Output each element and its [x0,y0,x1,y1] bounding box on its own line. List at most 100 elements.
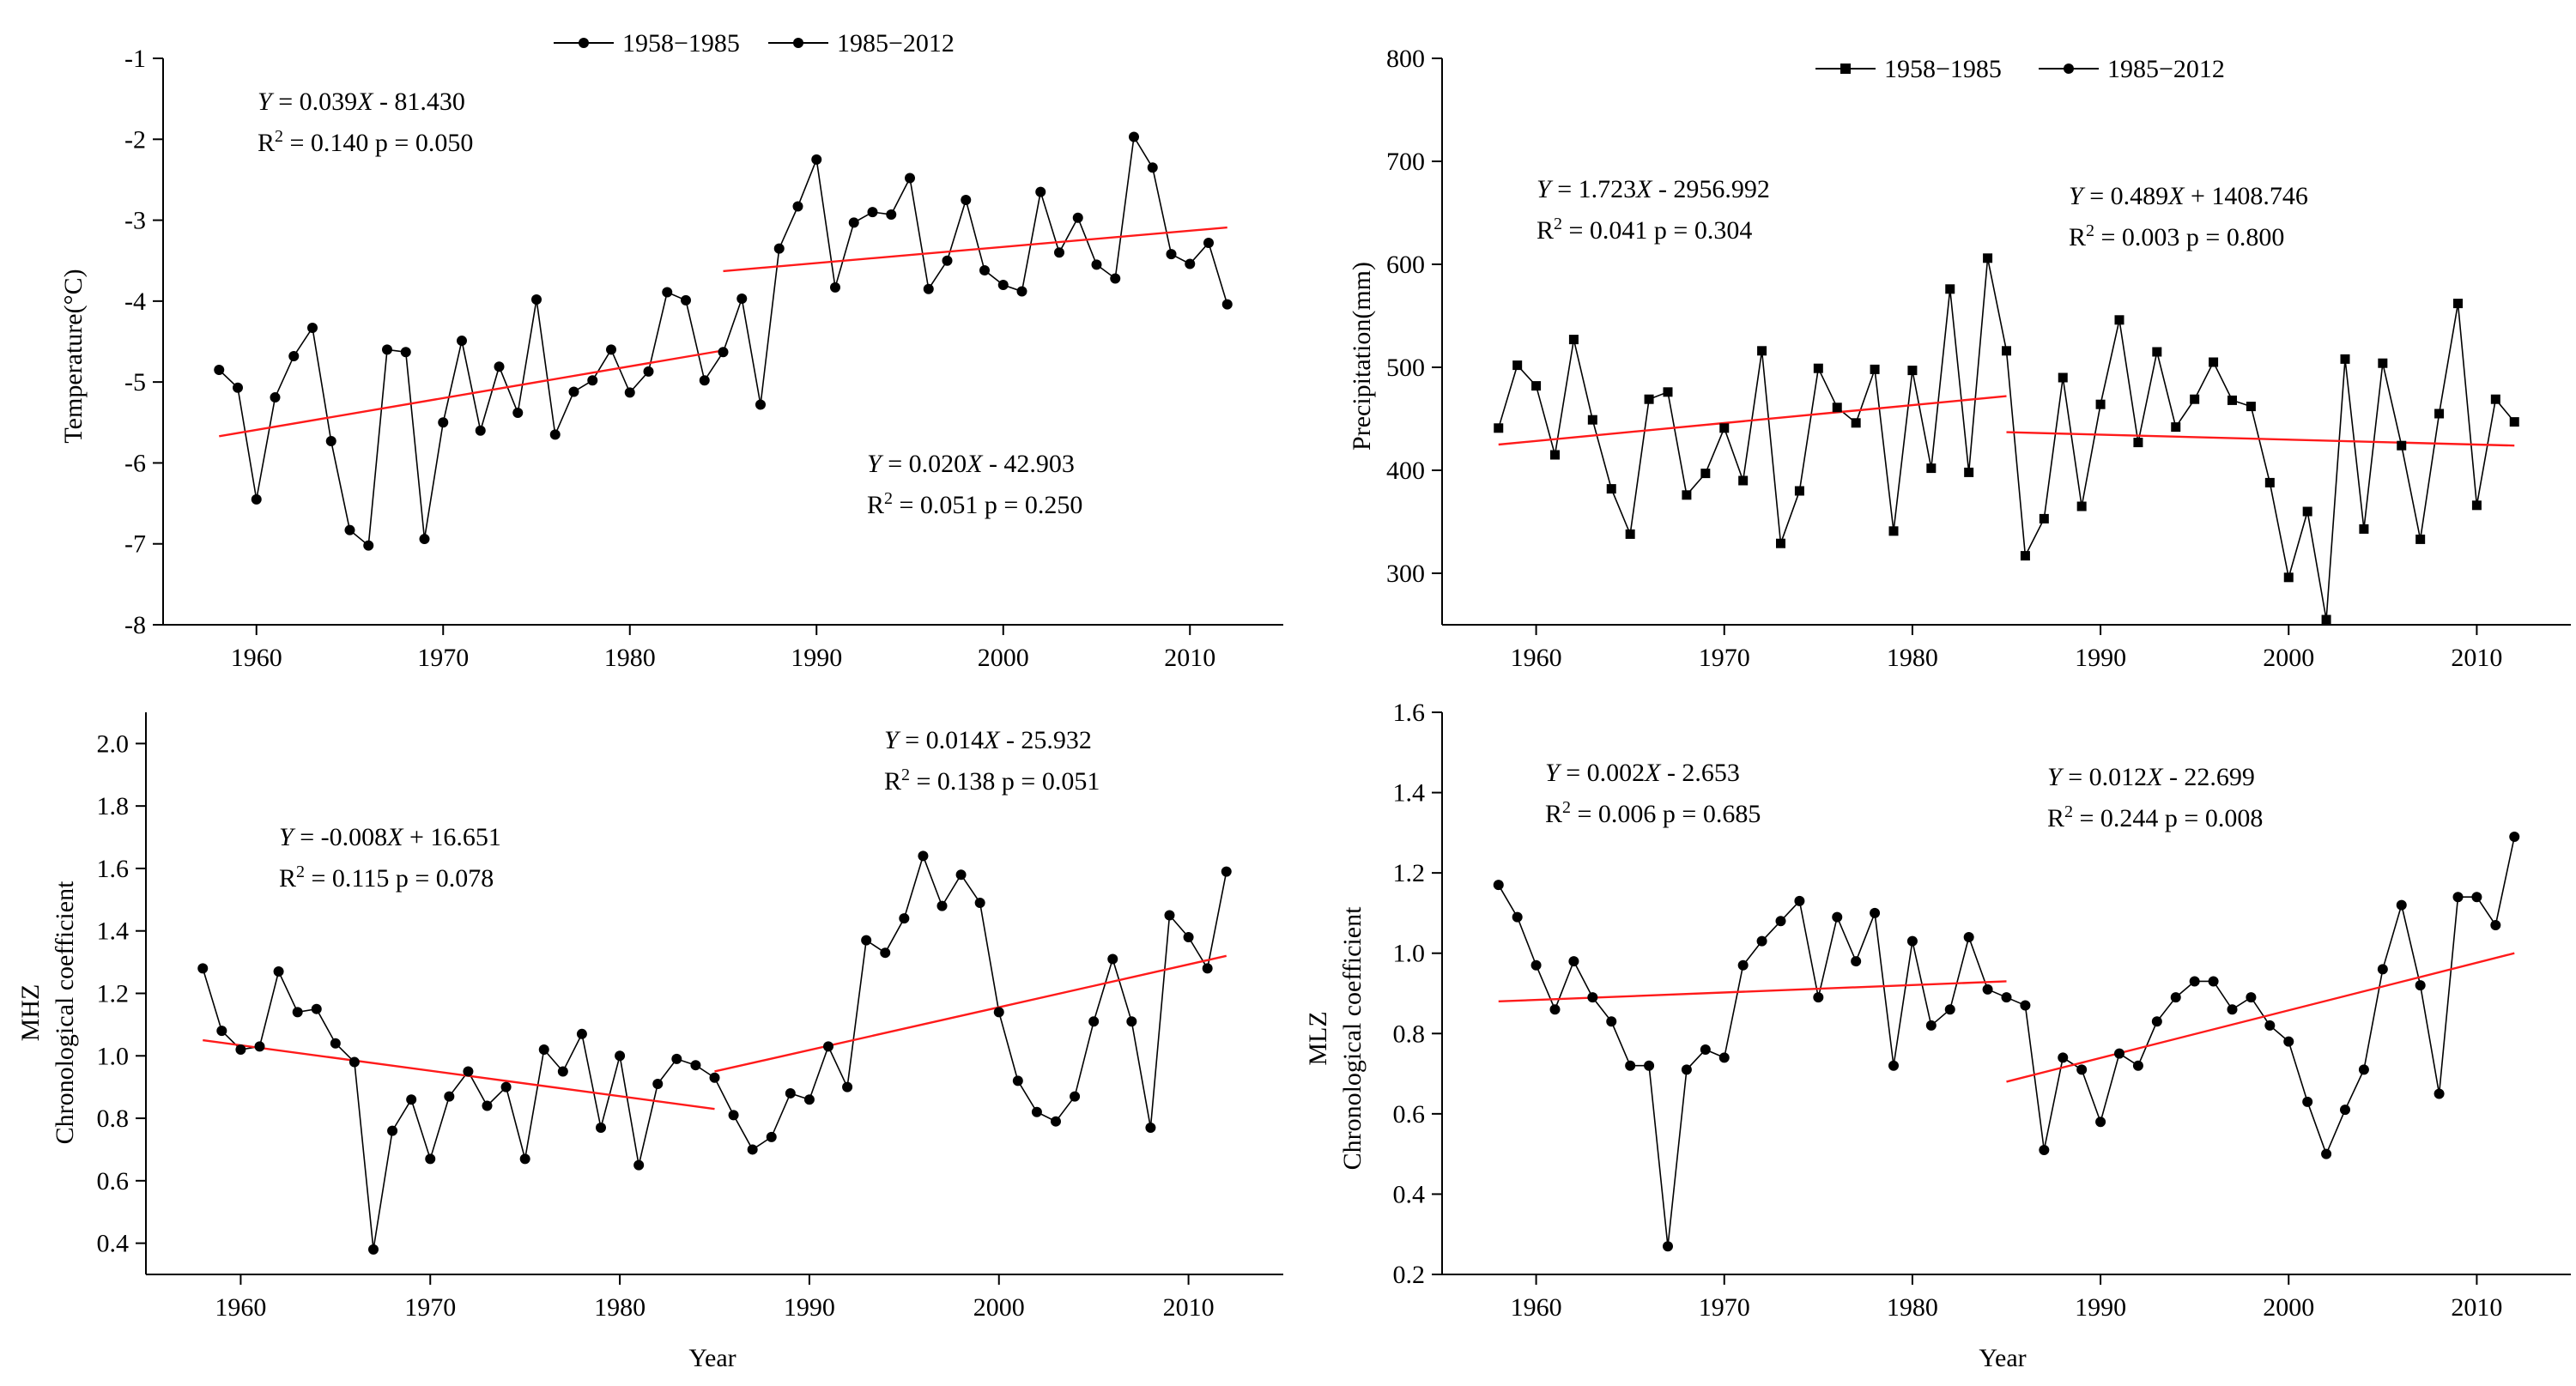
data-point [1035,186,1046,197]
annotation-1958-1985: Y = 0.039X - 81.430 R2 = 0.140 p = 0.050 [258,88,473,157]
data-point [270,392,281,403]
stats: R2 = 0.051 p = 0.250 [867,489,1082,519]
data-point [1682,490,1692,500]
data-point [2246,992,2257,1003]
data-point [1587,992,1598,1003]
trend-line-1958-1985 [219,349,724,438]
data-point [2264,1020,2276,1031]
legend-label-1985-2012: 1985−2012 [2107,55,2225,83]
y-tick-label: 600 [1386,251,1425,279]
y-tick-label: 0.4 [97,1230,130,1258]
data-points [1494,253,2519,625]
data-point [652,1079,664,1090]
x-tick-label: 1980 [1887,644,1938,672]
data-point [2039,513,2049,524]
data-point [905,172,915,184]
y-tick-label: -7 [124,530,146,559]
x-tick-label: 1970 [1699,644,1750,672]
data-point [1738,475,1749,486]
data-point [1221,299,1233,310]
x-tick-label: 2010 [2451,644,2502,672]
data-point [438,417,449,428]
series-line [1498,836,2516,1247]
data-point [1775,916,1786,927]
y-tick-label: 300 [1386,560,1425,588]
data-point [624,387,635,398]
x-tick-label: 1970 [404,1293,456,1322]
data-point [2002,346,2011,356]
data-point [803,1094,815,1105]
data-point [842,1081,853,1092]
data-point [1110,273,1121,284]
y-tick-label: 400 [1386,457,1425,485]
y-tick-label: -3 [124,207,146,235]
data-point [531,294,542,305]
data-point [2246,402,2256,412]
data-point [1700,1044,1711,1055]
data-point [2415,534,2426,544]
y-tick-label: 0.8 [97,1105,130,1133]
y-tick-label: 1.0 [97,1042,130,1070]
data-point [2133,438,2143,448]
data-point [500,1081,512,1092]
data-point [2189,976,2200,987]
data-point [568,386,579,397]
data-point [1145,1122,1156,1133]
data-point [2452,892,2464,903]
data-point [519,1153,530,1165]
data-point [2114,1048,2124,1059]
data-point [1164,910,1175,921]
data-point [1606,484,1616,494]
data-point [2001,992,2012,1003]
data-point [606,344,616,355]
series-line [1497,257,2515,620]
data-point [1070,1091,1081,1102]
data-point [1813,992,1824,1003]
stats: R2 = 0.041 p = 0.304 [1537,215,1752,245]
data-point [1203,237,1214,248]
data-point [2302,1096,2313,1107]
data-point [1016,286,1027,297]
y-tick-label: 500 [1386,354,1425,382]
axes: 300 400 500 600 700 800 1960 1970 1980 1990 2000 20… [1386,45,2571,672]
stats: R2 = 0.138 p = 0.051 [884,766,1100,796]
data-point [993,1007,1004,1018]
data-point [643,366,654,377]
data-point [233,382,243,393]
data-point [2378,358,2388,368]
data-point [1054,247,1064,258]
data-point [1982,984,1993,995]
data-point [363,540,374,551]
x-tick-label: 1990 [791,644,842,672]
data-point [1126,1016,1137,1027]
data-point [2151,1016,2162,1027]
data-point [457,336,467,347]
equation: Y = -0.008X + 16.651 [279,823,501,851]
data-point [2340,1105,2350,1116]
data-points [197,850,1232,1255]
data-point [979,265,990,276]
data-point [785,1087,796,1099]
data-point [709,1072,720,1083]
data-point [330,1038,341,1049]
data-point [2471,500,2482,511]
y-tick-label: -8 [124,611,146,639]
x-tick-label: 1990 [2075,644,2126,672]
y-tick-label: 1.6 [1393,699,1426,727]
data-point [1756,935,1767,947]
data-point [1625,1060,1636,1071]
y-axis-title: Chronological coefficient [1338,906,1367,1171]
data-point [463,1066,474,1077]
data-point [2208,976,2219,987]
data-point [1493,880,1504,891]
data-point [1719,423,1730,433]
data-point [662,287,673,298]
data-point [899,913,910,924]
data-point [918,850,929,862]
data-point [2471,892,2482,903]
y-axis-panel-label: MLZ [1304,1011,1332,1065]
legend: 1958−1985 1985−2012 [554,29,955,57]
legend-label-1958-1985: 1958−1985 [622,29,740,57]
data-point [2114,315,2124,325]
data-point [288,350,300,361]
